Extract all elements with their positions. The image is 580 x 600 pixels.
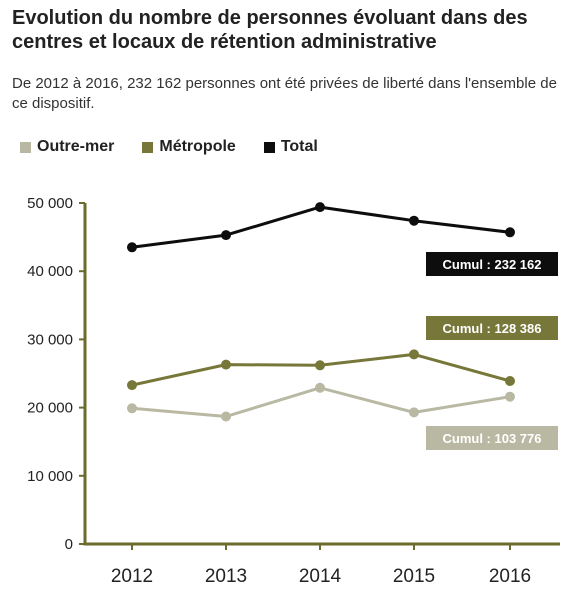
legend-label-metropole: Métropole: [159, 138, 236, 155]
data-point-total: [409, 215, 419, 226]
data-point-outre-mer: [221, 411, 231, 422]
data-point-outre-mer: [127, 403, 137, 414]
y-tick-label: 40 000: [27, 263, 73, 280]
data-point-m-tropole: [127, 380, 137, 391]
chart-subtitle: De 2012 à 2016, 232 162 personnes ont ét…: [12, 75, 557, 112]
legend-label-total: Total: [280, 138, 318, 155]
x-tick-label: 2016: [489, 566, 531, 587]
data-point-m-tropole: [409, 349, 419, 360]
data-point-outre-mer: [505, 391, 515, 402]
legend-item-outre-mer: Outre-mer: [20, 138, 114, 156]
data-point-total: [505, 227, 515, 238]
legend-swatch-total: [263, 141, 275, 153]
data-point-outre-mer: [409, 407, 419, 418]
cumul-box-outre-mer: [426, 426, 558, 450]
cumul-box-m-tropole: [426, 316, 558, 340]
cumul-label-total: Cumul : 232 162: [443, 257, 542, 272]
data-point-m-tropole: [505, 376, 515, 386]
x-tick-label: 2014: [299, 566, 342, 587]
y-tick-label: 10 000: [27, 468, 73, 485]
legend-item-total: Total: [263, 138, 318, 156]
data-point-total: [127, 242, 137, 253]
cumul-label-m-tropole: Cumul : 128 386: [443, 321, 542, 336]
chart-title: Evolution du nombre de personnes évoluan…: [12, 7, 528, 53]
legend-swatch-outre-mer: [20, 141, 31, 153]
cumul-label-outre-mer: Cumul : 103 776: [443, 431, 542, 446]
data-point-m-tropole: [221, 359, 231, 370]
y-tick-label: 50 000: [27, 195, 73, 212]
data-point-total: [315, 202, 325, 213]
legend-item-metropole: Métropole: [142, 138, 236, 156]
x-tick-label: 2013: [205, 566, 247, 587]
legend-swatch-metropole: [142, 141, 154, 153]
y-tick-label: 0: [65, 536, 73, 553]
data-point-total: [221, 230, 231, 241]
legend-label-outre-mer: Outre-mer: [37, 138, 115, 155]
y-tick-label: 20 000: [27, 400, 73, 417]
data-point-outre-mer: [315, 382, 325, 393]
x-tick-label: 2015: [393, 566, 435, 587]
series-line-total: [131, 205, 511, 249]
y-tick-label: 30 000: [27, 331, 73, 348]
cumul-box-total: [426, 252, 558, 276]
legend: Outre-mer Métropole Total: [20, 138, 318, 156]
x-tick-label: 2012: [111, 566, 153, 587]
data-point-m-tropole: [315, 360, 325, 371]
